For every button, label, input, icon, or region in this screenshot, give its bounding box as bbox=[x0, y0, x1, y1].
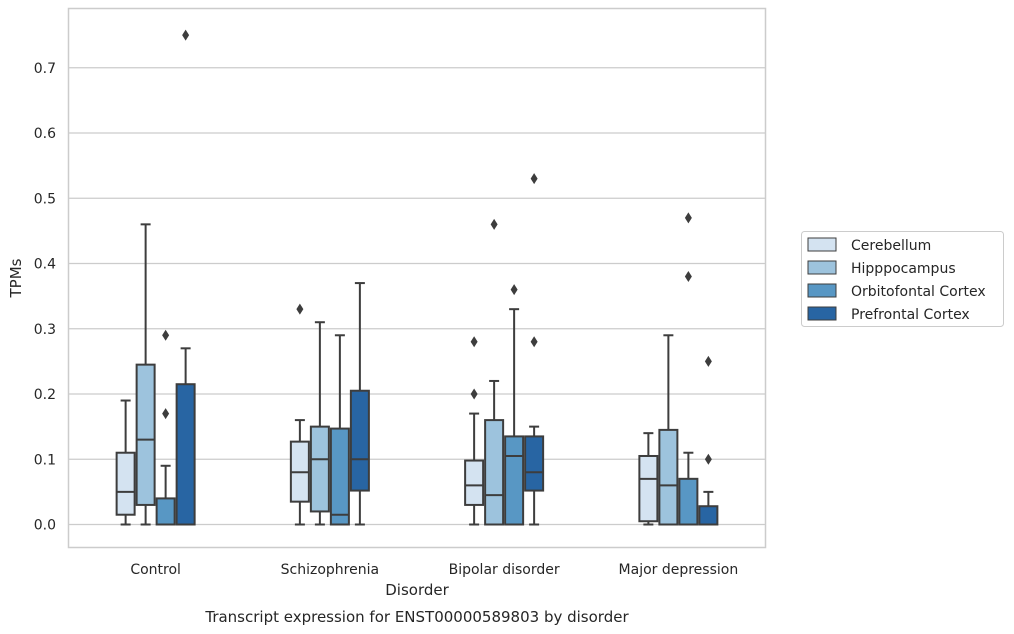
box-body bbox=[464, 459, 485, 506]
box-body bbox=[135, 363, 156, 506]
x-axis-ticks: Control Schizophrenia Bipolar disorder Majo… bbox=[130, 562, 738, 578]
box-body bbox=[658, 428, 679, 526]
x-tick-label: Bipolar disorder bbox=[449, 562, 560, 578]
box-orbitofontal-cortex bbox=[678, 212, 699, 526]
outlier-point bbox=[470, 336, 478, 348]
outlier-point bbox=[530, 336, 538, 348]
box-body bbox=[155, 497, 176, 526]
box-cerebellum bbox=[289, 303, 310, 526]
box-orbitofontal-cortex bbox=[504, 284, 525, 526]
y-tick-label: 0.1 bbox=[34, 452, 56, 468]
y-axis-title: TPMs bbox=[7, 258, 25, 298]
outlier-point bbox=[704, 355, 712, 367]
legend-frame bbox=[801, 231, 1004, 327]
box-body bbox=[115, 451, 136, 516]
legend-label: Orbitofontal Cortex bbox=[851, 284, 986, 300]
box-orbitofontal-cortex bbox=[155, 329, 176, 526]
outlier-point bbox=[162, 408, 170, 420]
y-tick-label: 0.4 bbox=[34, 257, 56, 273]
box-body bbox=[309, 425, 330, 513]
outlier-point bbox=[470, 388, 478, 400]
legend-swatch bbox=[807, 237, 837, 252]
y-tick-label: 0.6 bbox=[34, 126, 56, 142]
box-body bbox=[638, 454, 659, 523]
box-prefrontal-cortex bbox=[524, 173, 545, 526]
x-tick-label: Control bbox=[130, 562, 181, 578]
legend-label: Prefrontal Cortex bbox=[851, 307, 970, 323]
box-body bbox=[329, 427, 350, 526]
box-hipppocampus bbox=[658, 334, 679, 526]
outlier-point bbox=[182, 29, 190, 41]
legend-label: Cerebellum bbox=[851, 238, 931, 254]
box-body bbox=[524, 435, 545, 492]
outlier-point bbox=[296, 303, 304, 315]
box-cerebellum bbox=[115, 399, 136, 526]
box-body bbox=[484, 419, 505, 526]
y-tick-label: 0.3 bbox=[34, 322, 56, 338]
y-tick-label: 0.2 bbox=[34, 387, 56, 403]
box-body bbox=[504, 435, 525, 526]
outlier-point bbox=[490, 218, 498, 230]
legend: Cerebellum Hipppocampus Orbitofontal Corte… bbox=[801, 231, 1004, 327]
y-axis-ticks: 0.0 0.1 0.2 0.3 0.4 0.5 0.6 0.7 bbox=[34, 61, 56, 534]
x-tick-label: Major depression bbox=[619, 562, 739, 578]
outlier-point bbox=[162, 329, 170, 341]
outlier-point bbox=[684, 271, 692, 283]
box-body bbox=[175, 383, 196, 526]
box-cerebellum bbox=[464, 336, 485, 526]
box-body bbox=[678, 477, 699, 526]
y-tick-label: 0.7 bbox=[34, 61, 56, 77]
chart-title: Transcript expression for ENST0000058980… bbox=[204, 608, 629, 626]
legend-swatch bbox=[807, 283, 837, 298]
outlier-point bbox=[684, 212, 692, 224]
legend-swatch bbox=[807, 260, 837, 275]
box-hipppocampus bbox=[309, 321, 330, 526]
box-hipppocampus bbox=[135, 223, 156, 526]
box-prefrontal-cortex bbox=[349, 282, 370, 526]
x-tick-label: Schizophrenia bbox=[281, 562, 379, 578]
box-orbitofontal-cortex bbox=[329, 334, 350, 526]
outlier-point bbox=[530, 173, 538, 185]
outlier-point bbox=[704, 453, 712, 465]
legend-label: Hipppocampus bbox=[851, 261, 956, 277]
box-cerebellum bbox=[638, 432, 659, 526]
box-prefrontal-cortex bbox=[698, 355, 719, 526]
legend-swatch bbox=[807, 306, 837, 321]
box-hipppocampus bbox=[484, 218, 505, 526]
y-tick-label: 0.0 bbox=[34, 518, 56, 534]
box-prefrontal-cortex bbox=[175, 29, 196, 526]
plot-frame bbox=[67, 7, 767, 549]
x-axis-title: Disorder bbox=[385, 581, 449, 599]
box-plot-area bbox=[115, 29, 719, 526]
outlier-point bbox=[510, 284, 518, 296]
box-body bbox=[698, 505, 719, 526]
box-body bbox=[349, 389, 370, 492]
y-tick-label: 0.5 bbox=[34, 191, 56, 207]
